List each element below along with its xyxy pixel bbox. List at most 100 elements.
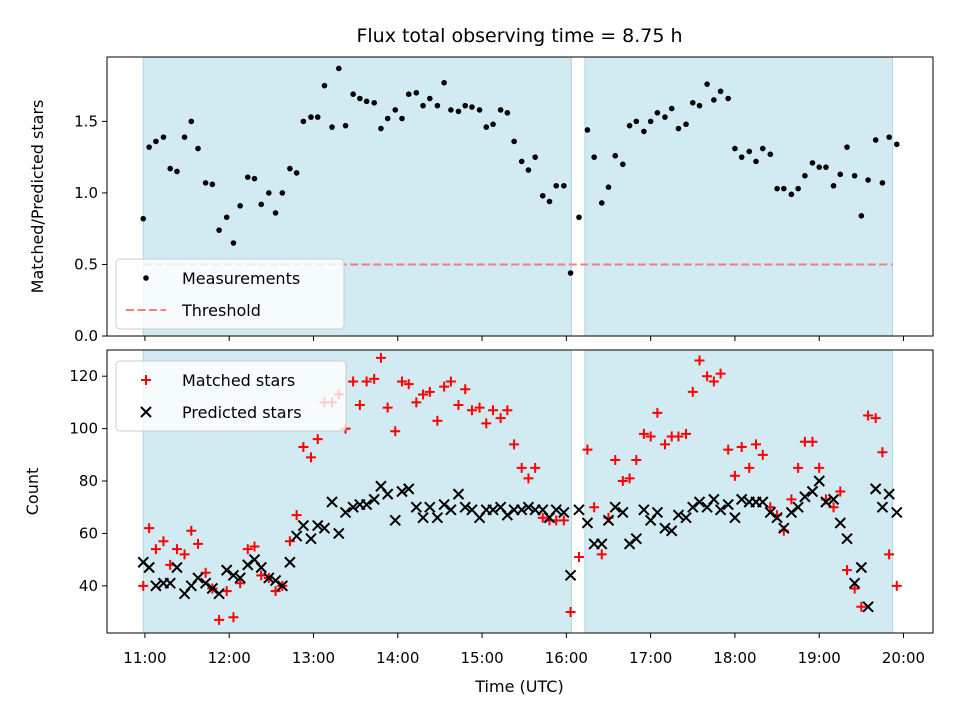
measurement-point <box>216 227 222 233</box>
matched-stars-point <box>375 352 386 363</box>
measurement-point <box>662 114 668 120</box>
legend-frame <box>115 258 345 330</box>
measurement-point <box>287 165 293 172</box>
x-tick-label: 19:00 <box>798 649 841 667</box>
predicted-stars-point <box>206 582 219 595</box>
measurement-point <box>809 160 816 166</box>
matched-stars-point <box>361 376 372 387</box>
matched-stars-point <box>432 415 443 426</box>
matched-stars-point <box>751 439 761 450</box>
matched-stars-point <box>179 549 190 560</box>
matched-stars-point <box>418 389 429 400</box>
matched-stars-point <box>256 570 267 581</box>
measurement-point <box>384 115 391 122</box>
measurement-point <box>647 118 654 125</box>
predicted-stars-point <box>827 493 840 506</box>
matched-stars-point <box>242 544 253 555</box>
predicted-stars-point <box>757 496 769 508</box>
matched-stars-point <box>284 536 295 547</box>
matched-stars-point <box>694 355 705 366</box>
matched-stars-point <box>298 441 309 452</box>
predicted-stars-point <box>834 517 846 529</box>
measurement-point <box>237 203 243 209</box>
predicted-stars-point <box>318 522 331 534</box>
measurement-point <box>795 185 801 192</box>
predicted-stars-point <box>213 587 225 600</box>
measurement-point <box>363 98 370 105</box>
predicted-stars-point <box>192 572 204 584</box>
predicted-stars-point <box>778 522 790 534</box>
matched-stars-point <box>659 439 670 450</box>
predicted-stars-point <box>564 569 577 582</box>
predicted-stars-point <box>424 501 436 513</box>
matched-stars-point <box>582 444 593 455</box>
predicted-stars-point <box>651 506 664 519</box>
measurement-point <box>668 105 675 112</box>
matched-stars-point <box>708 376 719 387</box>
matched-stars-point <box>617 476 628 487</box>
measurement-point <box>675 125 682 132</box>
x-tick-label: 15:00 <box>460 649 503 667</box>
y-tick-label: 0.0 <box>74 327 98 345</box>
matched-stars-point <box>312 434 323 445</box>
x-tick-label: 20:00 <box>882 649 925 667</box>
predicted-stars-point <box>771 511 783 524</box>
measurement-point <box>781 185 787 192</box>
matched-stars-point <box>305 452 316 463</box>
matched-stars-point <box>186 525 197 536</box>
measurement-point <box>448 107 454 113</box>
measurement-point <box>605 184 612 190</box>
measurement-point <box>844 144 850 150</box>
predicted-stars-point <box>687 501 699 513</box>
predicted-stars-point <box>609 501 621 513</box>
measurement-point <box>641 128 647 135</box>
matched-stars-point <box>495 413 506 424</box>
matched-stars-point <box>702 371 713 382</box>
measurement-point <box>462 102 469 109</box>
predicted-stars-point <box>550 504 562 516</box>
matched-stars-point <box>835 486 846 497</box>
matched-stars-point <box>270 586 281 597</box>
predicted-stars-series <box>137 475 903 613</box>
predicted-stars-point <box>452 488 465 500</box>
top-y-axis: 0.0 0.5 1.0 1.5 <box>74 112 107 345</box>
predicted-stars-point <box>792 501 804 513</box>
measurement-point <box>532 154 538 160</box>
matched-stars-point <box>565 607 576 618</box>
matched-stars-point <box>842 565 853 576</box>
measurement-point <box>689 99 696 106</box>
y-tick-label: 1.0 <box>74 184 98 202</box>
measurement-point <box>413 89 420 96</box>
measurement-point <box>893 141 900 148</box>
ratio-panel: 0.0 0.5 1.0 1.5 Matched/Predicted stars Mea… <box>28 56 934 345</box>
matched-stars-point <box>558 515 569 526</box>
predicted-stars-point <box>862 601 874 613</box>
matched-stars-point <box>424 386 435 397</box>
predicted-stars-point <box>891 506 903 519</box>
measurement-point <box>329 124 335 130</box>
predicted-stars-point <box>659 522 671 534</box>
matched-stars-point <box>354 400 365 411</box>
measurement-point <box>230 240 237 246</box>
predicted-stars-point <box>445 504 457 516</box>
measurement-point <box>823 164 829 170</box>
measurement-point <box>518 158 525 165</box>
bottom-y-axis-label: Count <box>23 468 42 516</box>
predicted-stars-point <box>638 504 650 516</box>
measurement-point <box>223 214 230 221</box>
matched-stars-point <box>786 494 797 505</box>
legend-frame <box>115 360 347 432</box>
legend-label: Matched stars <box>182 371 295 390</box>
predicted-stars-point <box>722 498 734 511</box>
predicted-stars-point <box>876 501 889 513</box>
predicted-stars-point <box>263 572 275 584</box>
measurement-point <box>711 97 717 103</box>
measurement-point <box>140 215 147 222</box>
measurement-point <box>591 154 597 160</box>
measurement-point <box>546 198 553 205</box>
y-tick-label: 80 <box>79 472 98 490</box>
predicted-stars-point <box>617 506 629 519</box>
predicted-stars-point <box>764 506 777 519</box>
matched-stars-point <box>574 552 584 563</box>
